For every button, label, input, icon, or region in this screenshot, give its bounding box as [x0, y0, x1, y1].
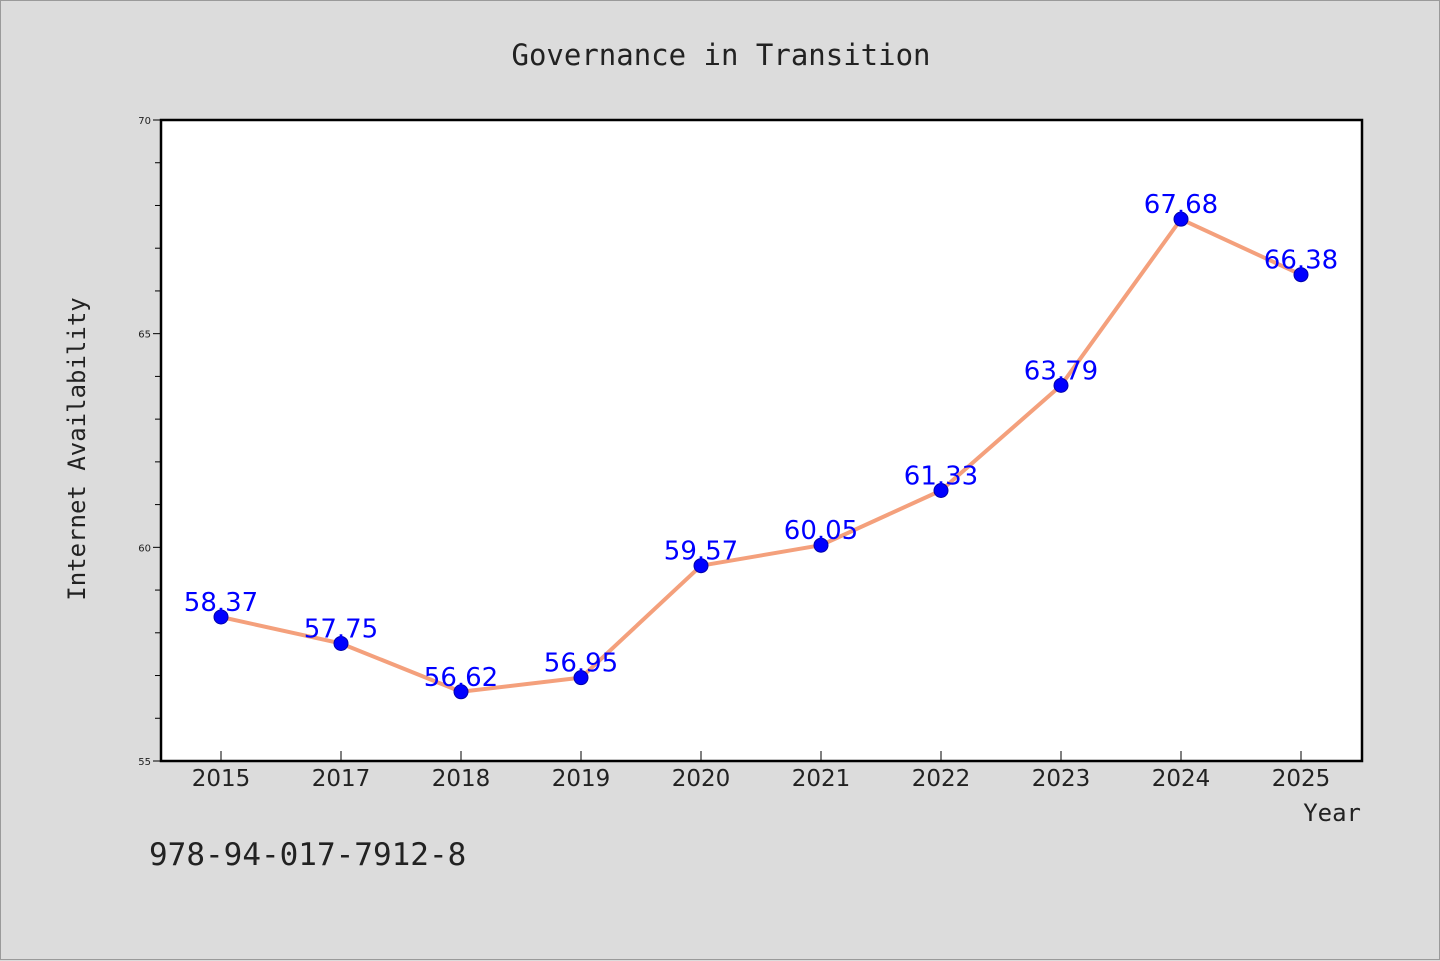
x-tick-label: 2023: [1032, 766, 1091, 792]
data-labels: 58.37 57.75 56.62 56.95 59.57 60.05 61.33 63.79…: [184, 190, 1338, 693]
x-tick-label: 2021: [792, 766, 851, 792]
chart-title: Governance in Transition: [511, 38, 930, 72]
data-point: [213, 609, 229, 625]
data-label: 63.79: [1024, 356, 1098, 386]
data-label: 57.75: [304, 614, 378, 644]
series-line: [220, 217, 1302, 694]
x-tick-label: 2018: [432, 766, 491, 792]
data-point: [1053, 377, 1069, 393]
x-axis-label: Year: [1303, 799, 1361, 827]
data-label: 60.05: [784, 516, 858, 546]
series-markers: [213, 211, 1309, 700]
data-label: 56.62: [424, 663, 498, 693]
y-axis: 55 60 65 70: [138, 116, 161, 768]
y-tick-label: 60: [138, 543, 151, 554]
data-point: [453, 684, 469, 700]
isbn-text: 978-94-017-7912-8: [149, 837, 466, 873]
x-axis: 2015 2017 2018 2019 2020 2021 2022 2023 2024 2025: [192, 751, 1331, 792]
data-point: [573, 670, 589, 686]
data-label: 56.95: [544, 649, 618, 679]
y-tick-label: 65: [138, 330, 151, 341]
y-tick-label: 70: [138, 116, 151, 127]
data-point: [933, 482, 949, 498]
data-point: [813, 537, 829, 553]
y-tick-label: 55: [138, 757, 151, 768]
y-axis-label: Internet Availability: [63, 297, 91, 600]
data-point: [333, 635, 349, 651]
x-tick-label: 2019: [552, 766, 611, 792]
x-tick-label: 2024: [1152, 766, 1211, 792]
data-label: 59.57: [664, 537, 738, 567]
data-point: [1293, 267, 1309, 283]
x-tick-label: 2020: [672, 766, 731, 792]
plot-area: [159, 118, 1364, 763]
data-label: 66.38: [1264, 246, 1338, 276]
data-point: [1173, 211, 1189, 227]
x-tick-label: 2025: [1272, 766, 1331, 792]
data-point: [693, 558, 709, 574]
data-label: 67.68: [1144, 190, 1218, 220]
data-label: 61.33: [904, 461, 978, 491]
x-tick-label: 2015: [192, 766, 251, 792]
x-tick-label: 2017: [312, 766, 371, 792]
x-tick-label: 2022: [912, 766, 971, 792]
data-label: 58.37: [184, 588, 258, 618]
